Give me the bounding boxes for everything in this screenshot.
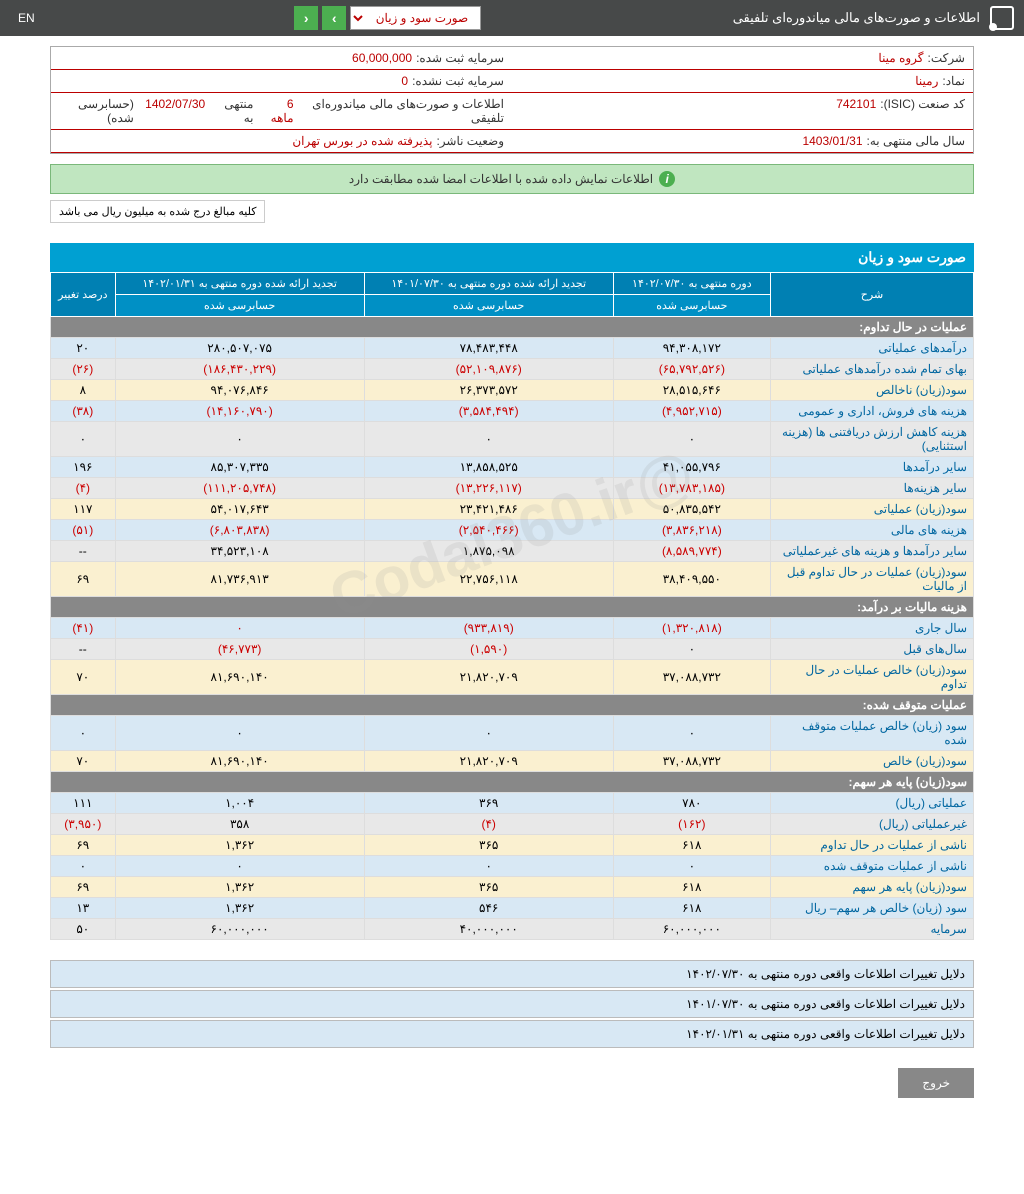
capital-reg-value: 60,000,000	[352, 51, 412, 65]
next-button[interactable]: ›	[322, 6, 346, 30]
table-row: عملیات متوقف شده:	[51, 695, 974, 716]
table-row: سود(زیان) ناخالص۲۸,۵۱۵,۶۴۶۲۶,۳۷۳,۵۷۲۹۴,۰…	[51, 380, 974, 401]
th-col1: دوره منتهی به ۱۴۰۲/۰۷/۳۰	[613, 273, 770, 295]
table-row: هزینه مالیات بر درآمد:	[51, 597, 974, 618]
table-row: هزینه های فروش، اداری و عمومی(۴,۹۵۲,۷۱۵)…	[51, 401, 974, 422]
th-col1-sub: حسابرسی شده	[613, 295, 770, 317]
table-row: ناشی از عملیات متوقف شده۰۰۰۰	[51, 856, 974, 877]
isic-label: کد صنعت (ISIC):	[880, 97, 965, 125]
table-row: سود(زیان) عملیات در حال تداوم قبل از مال…	[51, 562, 974, 597]
report-info: اطلاعات و صورت‌های مالی میاندوره‌ای تلفی…	[51, 93, 512, 130]
table-row: سایر درآمدها۴۱,۰۵۵,۷۹۶۱۳,۸۵۸,۵۲۵۸۵,۳۰۷,۳…	[51, 457, 974, 478]
table-row: سایر هزینه‌ها(۱۳,۷۸۳,۱۸۵)(۱۳,۲۲۶,۱۱۷)(۱۱…	[51, 478, 974, 499]
table-row: عملیات در حال تداوم:	[51, 317, 974, 338]
language-toggle[interactable]: EN	[10, 7, 43, 29]
th-desc: شرح	[770, 273, 973, 317]
capital-unreg-value: 0	[401, 74, 408, 88]
table-row: ناشی از عملیات در حال تداوم۶۱۸۳۶۵۱,۳۶۲۶۹	[51, 835, 974, 856]
table-row: سود(زیان) عملیاتی۵۰,۸۳۵,۵۴۲۲۳,۴۲۱,۴۸۶۵۴,…	[51, 499, 974, 520]
table-row: سرمایه۶۰,۰۰۰,۰۰۰۴۰,۰۰۰,۰۰۰۶۰,۰۰۰,۰۰۰۵۰	[51, 919, 974, 940]
table-row: سایر درآمدها و هزینه های غیرعملیاتی(۸,۵۸…	[51, 541, 974, 562]
table-row: عملیاتی (ریال)۷۸۰۳۶۹۱,۰۰۴۱۱۱	[51, 793, 974, 814]
th-col3-sub: حسابرسی شده	[115, 295, 364, 317]
table-row: سود (زیان) خالص عملیات متوقف شده۰۰۰۰	[51, 716, 974, 751]
verification-banner: i اطلاعات نمایش داده شده با اطلاعات امضا…	[50, 164, 974, 194]
status-label: وضعیت ناشر:	[436, 134, 504, 148]
fiscal-value: 1403/01/31	[802, 134, 862, 148]
header-title: اطلاعات و صورت‌های مالی میاندوره‌ای تلفی…	[733, 10, 980, 26]
table-row: سود(زیان) پایه هر سهم:	[51, 772, 974, 793]
table-row: سود(زیان) پایه هر سهم۶۱۸۳۶۵۱,۳۶۲۶۹	[51, 877, 974, 898]
isic-value: 742101	[836, 97, 876, 125]
income-statement-table: شرح دوره منتهی به ۱۴۰۲/۰۷/۳۰ تجدید ارائه…	[50, 272, 974, 940]
table-row: سال‌های قبل۰(۱,۵۹۰)(۴۶,۷۷۳)--	[51, 639, 974, 660]
company-label: شرکت:	[927, 51, 965, 65]
th-col3: تجدید ارائه شده دوره منتهی به ۱۴۰۲/۰۱/۳۱	[115, 273, 364, 295]
report-dropdown[interactable]: صورت سود و زیان	[350, 6, 481, 30]
report-icon	[990, 6, 1014, 30]
table-row: غیرعملیاتی (ریال)(۱۶۲)(۴)۳۵۸(۳,۹۵۰)	[51, 814, 974, 835]
table-row: سود(زیان) خالص عملیات در حال تداوم۳۷,۰۸۸…	[51, 660, 974, 695]
fiscal-label: سال مالی منتهی به:	[867, 134, 965, 148]
table-row: هزینه های مالی(۳,۸۳۶,۲۱۸)(۲,۵۴۰,۴۶۶)(۶,۸…	[51, 520, 974, 541]
status-value: پذیرفته شده در بورس تهران	[292, 134, 432, 148]
reason-bar[interactable]: دلایل تغییرات اطلاعات واقعی دوره منتهی ب…	[50, 960, 974, 988]
table-title: صورت سود و زیان	[50, 243, 974, 272]
reason-bar[interactable]: دلایل تغییرات اطلاعات واقعی دوره منتهی ب…	[50, 1020, 974, 1048]
info-panel: شرکت: گروه مینا سرمایه ثبت شده: 60,000,000…	[50, 46, 974, 154]
th-col2-sub: حسابرسی شده	[364, 295, 613, 317]
info-icon: i	[659, 171, 675, 187]
symbol-value: رمینا	[915, 74, 938, 88]
currency-note: کلیه مبالغ درج شده به میلیون ریال می باش…	[50, 200, 265, 223]
table-row: درآمدهای عملیاتی۹۴,۳۰۸,۱۷۲۷۸,۴۸۳,۴۴۸۲۸۰,…	[51, 338, 974, 359]
th-col2: تجدید ارائه شده دوره منتهی به ۱۴۰۱/۰۷/۳۰	[364, 273, 613, 295]
page-header: اطلاعات و صورت‌های مالی میاندوره‌ای تلفی…	[0, 0, 1024, 36]
th-pct: درصد تغییر	[51, 273, 116, 317]
reasons-section: دلایل تغییرات اطلاعات واقعی دوره منتهی ب…	[50, 960, 974, 1048]
table-row: بهای تمام شده درآمدهای عملیاتی(۶۵,۷۹۲,۵۲…	[51, 359, 974, 380]
table-row: هزینه کاهش ارزش دریافتنی ها (هزینه استثن…	[51, 422, 974, 457]
symbol-label: نماد:	[942, 74, 965, 88]
capital-reg-label: سرمایه ثبت شده:	[416, 51, 504, 65]
table-row: سود(زیان) خالص۳۷,۰۸۸,۷۳۲۲۱,۸۲۰,۷۰۹۸۱,۶۹۰…	[51, 751, 974, 772]
company-value: گروه مینا	[878, 51, 923, 65]
table-row: سال جاری(۱,۳۲۰,۸۱۸)(۹۳۳,۸۱۹)۰(۴۱)	[51, 618, 974, 639]
reason-bar[interactable]: دلایل تغییرات اطلاعات واقعی دوره منتهی ب…	[50, 990, 974, 1018]
banner-text: اطلاعات نمایش داده شده با اطلاعات امضا ش…	[349, 172, 653, 186]
exit-button[interactable]: خروج	[898, 1068, 974, 1098]
table-row: سود (زیان) خالص هر سهم– ریال۶۱۸۵۴۶۱,۳۶۲۱…	[51, 898, 974, 919]
capital-unreg-label: سرمایه ثبت نشده:	[412, 74, 504, 88]
prev-button[interactable]: ‹	[294, 6, 318, 30]
